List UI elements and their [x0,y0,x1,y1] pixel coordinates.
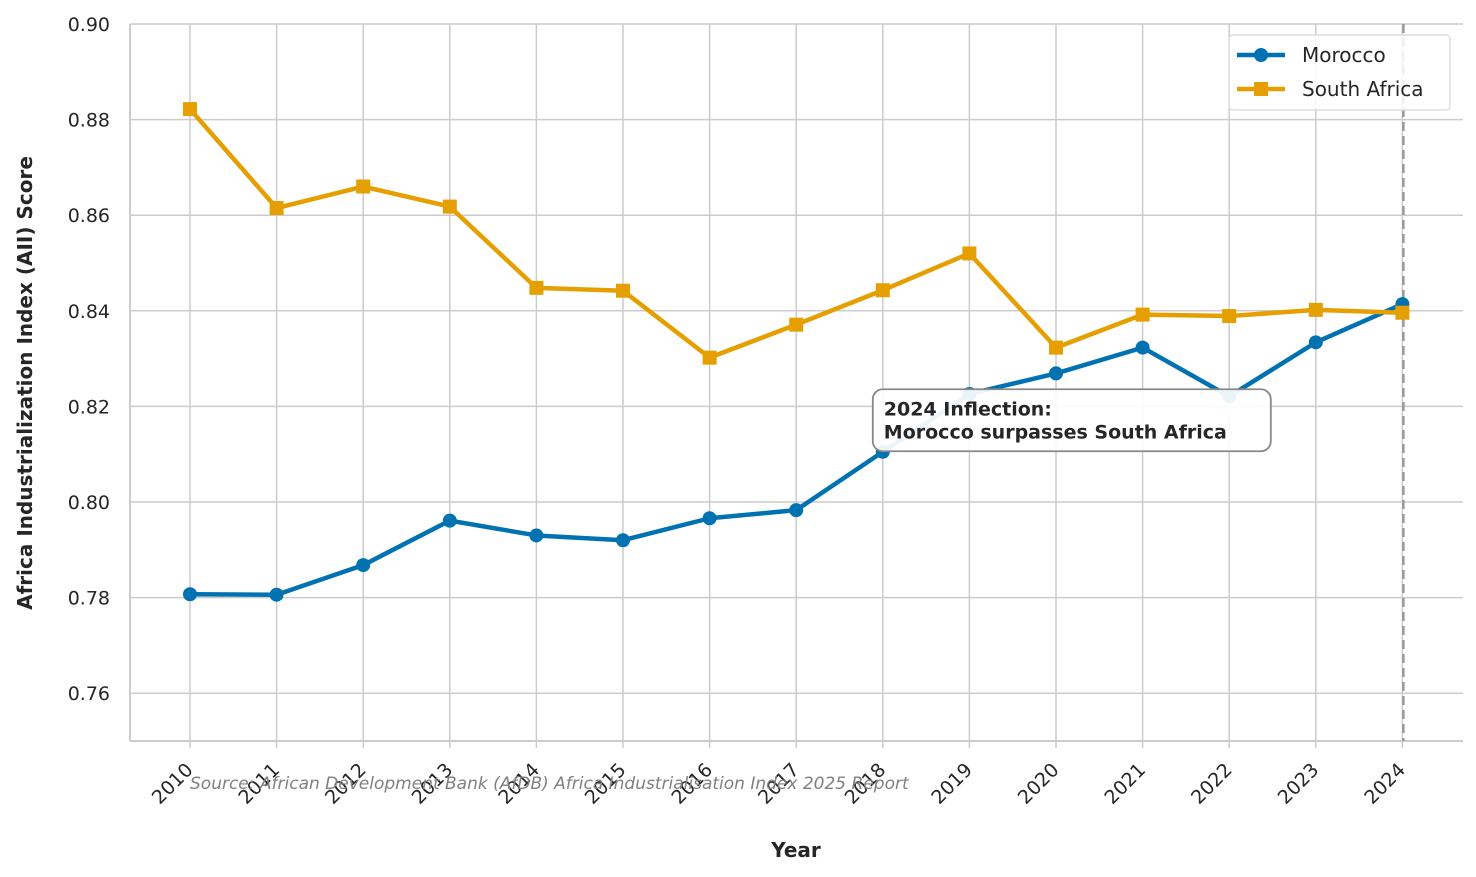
grid [130,23,1463,748]
x-tick-label: 2022 [1187,759,1237,809]
data-point-south-africa [529,280,544,295]
y-tick-label: 0.84 [68,301,110,323]
x-tick-label: 2023 [1274,759,1324,809]
x-tick-label: 2020 [1014,759,1064,809]
annotation: 2024 Inflection:Morocco surpasses South … [871,388,1272,453]
data-point-morocco [702,511,717,526]
annotation-box [871,388,1272,453]
data-point-south-africa [1395,305,1410,320]
axes [129,24,1463,742]
y-tick-label: 0.86 [68,205,110,227]
legend-marker-south-africa [1254,82,1268,96]
data-point-south-africa [1049,340,1063,355]
data-point-south-africa [962,246,977,261]
data-point-south-africa [789,317,804,332]
data-point-south-africa [875,283,890,298]
data-point-morocco [529,528,544,543]
legend-marker-morocco [1254,48,1268,62]
data-point-morocco [269,587,284,602]
data-point-morocco [789,503,804,518]
legend: Morocco South Africa [1228,34,1451,111]
data-point-morocco [616,533,630,548]
x-tick-label: 2024 [1360,759,1410,809]
data-point-south-africa [616,283,630,298]
data-point-morocco [442,513,457,528]
data-point-south-africa [269,201,284,216]
data-point-morocco [1135,340,1150,355]
source-note: Source: African Development Bank (AfDB) … [190,774,910,794]
y-tick-label: 0.76 [68,683,110,705]
y-axis-title: Africa Industrialization Index (AII) Sco… [13,156,37,610]
x-tick-label: 2021 [1100,759,1150,809]
legend-label-south-africa: South Africa [1302,77,1424,101]
y-tick-label: 0.88 [68,110,110,132]
data-point-morocco [1049,366,1063,381]
series-group [183,102,1410,602]
x-tick-label: 2019 [927,759,977,809]
x-axis-title: Year [770,838,821,862]
data-point-south-africa [1222,309,1237,324]
data-point-south-africa [702,350,717,365]
annotation-text: Morocco surpasses South Africa [884,421,1227,443]
data-point-morocco [1308,335,1323,350]
y-tick-label: 0.90 [68,14,110,36]
y-tick-label: 0.82 [68,396,110,418]
data-point-morocco [183,587,197,602]
data-point-south-africa [183,102,197,117]
legend-label-morocco: Morocco [1302,43,1386,67]
y-tick-label: 0.80 [68,492,110,514]
data-point-south-africa [1308,302,1323,317]
data-point-south-africa [442,199,457,214]
data-point-south-africa [1135,307,1150,322]
annotation-text: 2024 Inflection: [884,398,1052,420]
data-point-morocco [356,558,371,573]
data-point-south-africa [356,179,371,194]
y-tick-label: 0.78 [68,588,110,610]
